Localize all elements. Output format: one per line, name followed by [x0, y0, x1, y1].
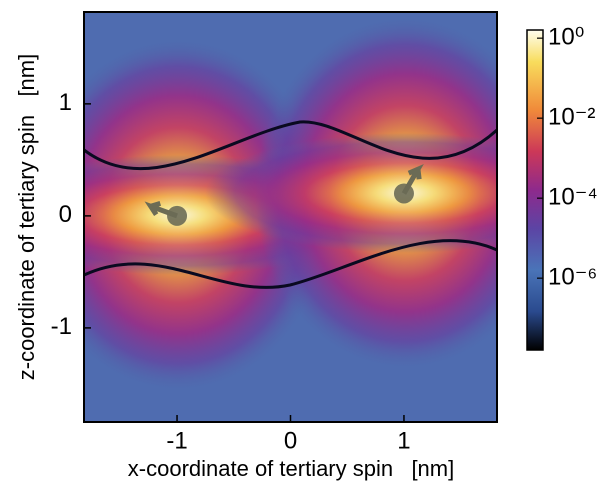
heatmap: [84, 12, 497, 422]
x-tick-label: -1: [166, 427, 187, 454]
x-axis-label: x-coordinate of tertiary spin [nm]: [128, 456, 454, 481]
spin-arrow: [401, 163, 424, 195]
y-axis-label: z-coordinate of tertiary spin [nm]: [14, 54, 39, 380]
x-tick-label: 0: [284, 427, 297, 454]
y-tick-label: 0: [59, 201, 72, 228]
colorbar-tick-label: 10⁻⁶: [548, 264, 597, 291]
x-tick-label: 1: [397, 427, 410, 454]
spin-arrow: [144, 201, 178, 219]
colorbar-tick-label: 10⁰: [548, 24, 584, 51]
colorbar-tick-label: 10⁻⁴: [548, 184, 598, 211]
y-tick-label: 1: [59, 89, 72, 116]
colorbar: [526, 29, 544, 351]
colorbar-tick-label: 10⁻²: [548, 104, 595, 131]
y-tick-label: -1: [51, 313, 72, 340]
